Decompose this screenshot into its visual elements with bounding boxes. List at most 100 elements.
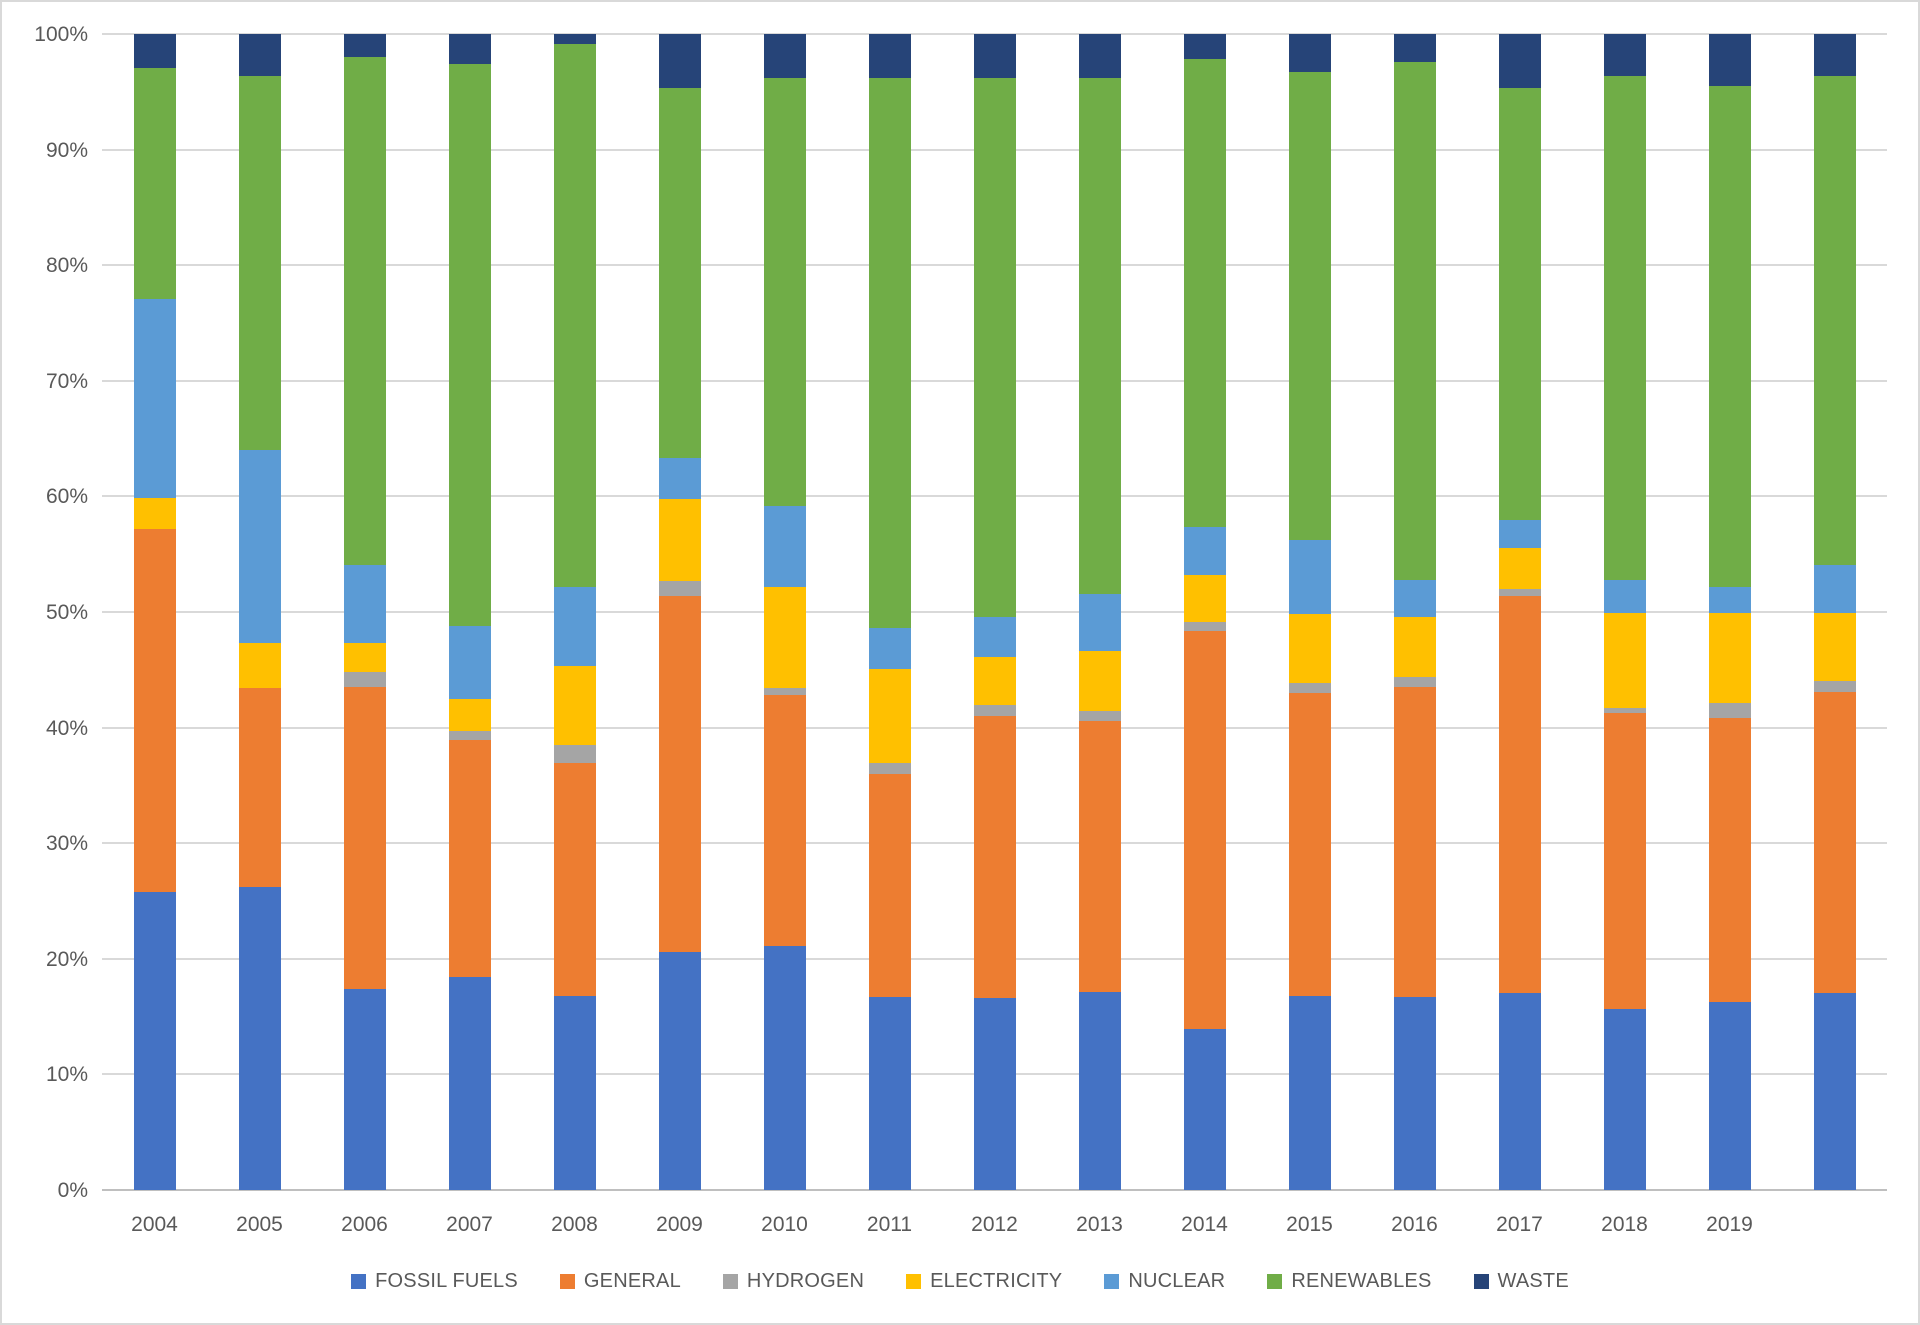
segment-waste bbox=[868, 34, 911, 78]
segment-electricity bbox=[448, 698, 491, 732]
segment-waste bbox=[553, 34, 596, 45]
x-axis-tick-label: 2013 bbox=[1076, 1213, 1123, 1236]
segment-waste bbox=[448, 34, 491, 65]
legend-swatch-icon bbox=[906, 1274, 922, 1289]
segment-renewables bbox=[1078, 77, 1121, 594]
segment-hydrogen bbox=[1078, 711, 1121, 721]
segment-nuclear bbox=[343, 564, 386, 644]
stacked-bar-2005 bbox=[238, 34, 281, 1190]
segment-renewables bbox=[763, 77, 806, 506]
segment-nuclear bbox=[1393, 579, 1436, 617]
segment-fossil-fuels bbox=[1183, 1029, 1226, 1190]
segment-waste bbox=[133, 34, 176, 68]
stacked-bar-2010 bbox=[763, 34, 806, 1190]
segment-fossil-fuels bbox=[658, 951, 701, 1190]
segment-electricity bbox=[1813, 613, 1856, 682]
legend-swatch-icon bbox=[722, 1274, 738, 1289]
segment-general bbox=[973, 716, 1016, 999]
segment-nuclear bbox=[868, 628, 911, 669]
legend-label: FOSSIL FUELS bbox=[375, 1270, 518, 1292]
segment-renewables bbox=[1498, 88, 1541, 520]
legend-label: RENEWABLES bbox=[1291, 1270, 1432, 1292]
stacked-bar-2008 bbox=[553, 34, 596, 1190]
segment-renewables bbox=[868, 77, 911, 629]
segment-hydrogen bbox=[1603, 707, 1646, 713]
segment-waste bbox=[343, 34, 386, 58]
segment-nuclear bbox=[1603, 579, 1646, 614]
segment-renewables bbox=[1183, 59, 1226, 527]
segment-renewables bbox=[1603, 75, 1646, 580]
segment-nuclear bbox=[133, 298, 176, 498]
legend: FOSSIL FUELS GENERAL HYDROGEN ELECTRICITY NU… bbox=[2, 1270, 1918, 1293]
segment-renewables bbox=[1393, 61, 1436, 580]
segment-electricity bbox=[343, 643, 386, 673]
segment-fossil-fuels bbox=[763, 946, 806, 1190]
segment-nuclear bbox=[973, 616, 1016, 658]
segment-nuclear bbox=[238, 450, 281, 644]
segment-waste bbox=[1393, 34, 1436, 62]
segment-waste bbox=[1813, 34, 1856, 76]
segment-general bbox=[1288, 692, 1331, 996]
segment-nuclear bbox=[1288, 540, 1331, 615]
segment-general bbox=[1393, 687, 1436, 997]
segment-general bbox=[1078, 720, 1121, 993]
segment-electricity bbox=[553, 666, 596, 745]
segment-hydrogen bbox=[343, 672, 386, 688]
x-axis-tick-label: 2017 bbox=[1496, 1213, 1543, 1236]
stacked-bar-2006 bbox=[343, 34, 386, 1190]
segment-general bbox=[1183, 630, 1226, 1030]
segment-fossil-fuels bbox=[343, 988, 386, 1190]
segment-hydrogen bbox=[868, 763, 911, 774]
stacked-bar-2016 bbox=[1393, 34, 1436, 1190]
x-axis-tick-label: 2018 bbox=[1601, 1213, 1648, 1236]
segment-nuclear bbox=[1498, 519, 1541, 549]
legend-label: NUCLEAR bbox=[1128, 1270, 1226, 1292]
segment-electricity bbox=[1078, 651, 1121, 712]
segment-hydrogen bbox=[553, 744, 596, 764]
segment-fossil-fuels bbox=[868, 996, 911, 1190]
segment-renewables bbox=[448, 64, 491, 626]
segment-fossil-fuels bbox=[973, 998, 1016, 1190]
segment-electricity bbox=[1288, 614, 1331, 683]
segment-electricity bbox=[1183, 575, 1226, 623]
y-axis-tick-label: 50% bbox=[45, 601, 88, 624]
segment-nuclear bbox=[448, 625, 491, 699]
legend-swatch-icon bbox=[351, 1274, 367, 1289]
legend-swatch-icon bbox=[1104, 1274, 1120, 1289]
y-axis-tick-label: 20% bbox=[45, 947, 88, 971]
x-axis-tick-label: 2019 bbox=[1706, 1213, 1753, 1236]
stacked-bar-2011 bbox=[868, 34, 911, 1190]
y-axis-tick-label: 100% bbox=[34, 23, 88, 46]
segment-waste bbox=[1078, 34, 1121, 78]
y-axis-tick-label: 0% bbox=[57, 1179, 88, 1202]
legend-item-nuclear: NUCLEAR bbox=[1104, 1270, 1225, 1293]
segment-waste bbox=[238, 34, 281, 76]
legend-label: GENERAL bbox=[583, 1270, 681, 1292]
segment-general bbox=[133, 528, 176, 892]
stacked-bar-2004 bbox=[133, 34, 176, 1190]
stacked-bar-2012 bbox=[973, 34, 1016, 1190]
y-axis-tick-label: 90% bbox=[45, 138, 88, 162]
segment-electricity bbox=[658, 498, 701, 581]
segment-nuclear bbox=[1183, 526, 1226, 576]
y-axis-tick-label: 40% bbox=[45, 716, 88, 740]
stacked-bar-2019 bbox=[1708, 34, 1751, 1190]
legend-label: ELECTRICITY bbox=[930, 1270, 1063, 1292]
legend-item-renewables: RENEWABLES bbox=[1267, 1270, 1431, 1293]
segment-fossil-fuels bbox=[1813, 993, 1856, 1190]
stacked-bar-2015 bbox=[1288, 34, 1331, 1190]
segment-general bbox=[763, 695, 806, 947]
segment-waste bbox=[1288, 34, 1331, 73]
segment-nuclear bbox=[1078, 593, 1121, 652]
segment-general bbox=[1498, 595, 1541, 994]
segment-hydrogen bbox=[1183, 622, 1226, 631]
legend-item-electricity: ELECTRICITY bbox=[906, 1270, 1062, 1293]
segment-electricity bbox=[1498, 548, 1541, 589]
segment-waste bbox=[658, 34, 701, 89]
segment-general bbox=[553, 763, 596, 996]
legend-item-general: GENERAL bbox=[559, 1270, 681, 1293]
legend-swatch-icon bbox=[1267, 1274, 1283, 1289]
segment-electricity bbox=[1393, 616, 1436, 677]
x-axis-tick-label: 2012 bbox=[971, 1213, 1018, 1236]
